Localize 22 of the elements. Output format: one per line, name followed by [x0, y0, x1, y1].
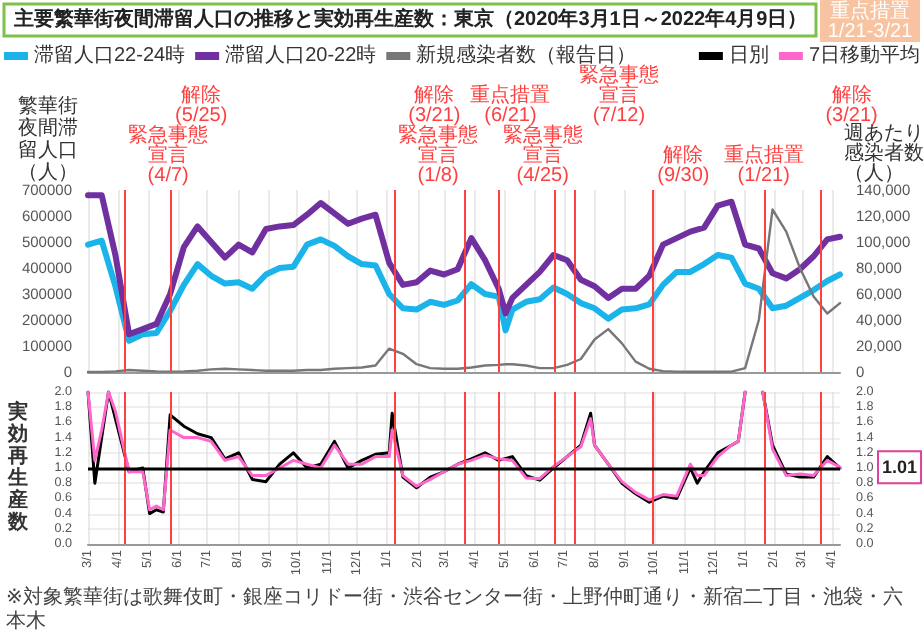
ref-line-label: 解除(5/25) — [175, 83, 228, 127]
ref-line-label: 緊急事態宣言(4/25) — [502, 123, 583, 187]
annotation: 1.01 — [881, 457, 918, 478]
legend-label: 7日移動平均 — [808, 43, 920, 67]
ref-line-label: 緊急事態宣言(7/12) — [578, 63, 659, 127]
legend-label: 新規感染者数（報告日） — [416, 43, 637, 67]
ref-line-label: 重点措置(6/21) — [470, 83, 551, 127]
y2-axis-title: 週あたり感染者数（人） — [844, 123, 924, 185]
y-axis-title: 繁華街夜間滞留人口（人） — [18, 94, 78, 184]
legend-label: 日別 — [728, 45, 769, 67]
text: 重点措置1/21-3/21 — [827, 0, 914, 43]
ref-line-label: 解除(3/21) — [825, 83, 878, 127]
legend-label: 滞留人口22-24時 — [34, 43, 186, 67]
ref-line-label: 解除(3/21) — [408, 83, 461, 127]
ref-line-label: 緊急事態宣言(1/8) — [398, 123, 479, 187]
y-axis-title: 実効再生産数 — [6, 400, 30, 534]
ref-line-label: 緊急事態宣言(4/7) — [128, 123, 209, 187]
ref-line-label: 重点措置(1/21) — [723, 143, 804, 187]
text: ※対象繁華街は歌舞伎町・銀座コリドー街・渋谷センター街・上野仲町通り・新宿二丁目・池袋・六本木 — [6, 585, 903, 633]
chart-title: 主要繁華街夜間滞留人口の推移と実効再生産数：東京（2020年3月1日～2022年4月9日） — [12, 7, 808, 31]
legend-label: 滞留人口20-22時 — [225, 43, 377, 67]
ref-line-label: 解除(9/30) — [657, 143, 710, 187]
